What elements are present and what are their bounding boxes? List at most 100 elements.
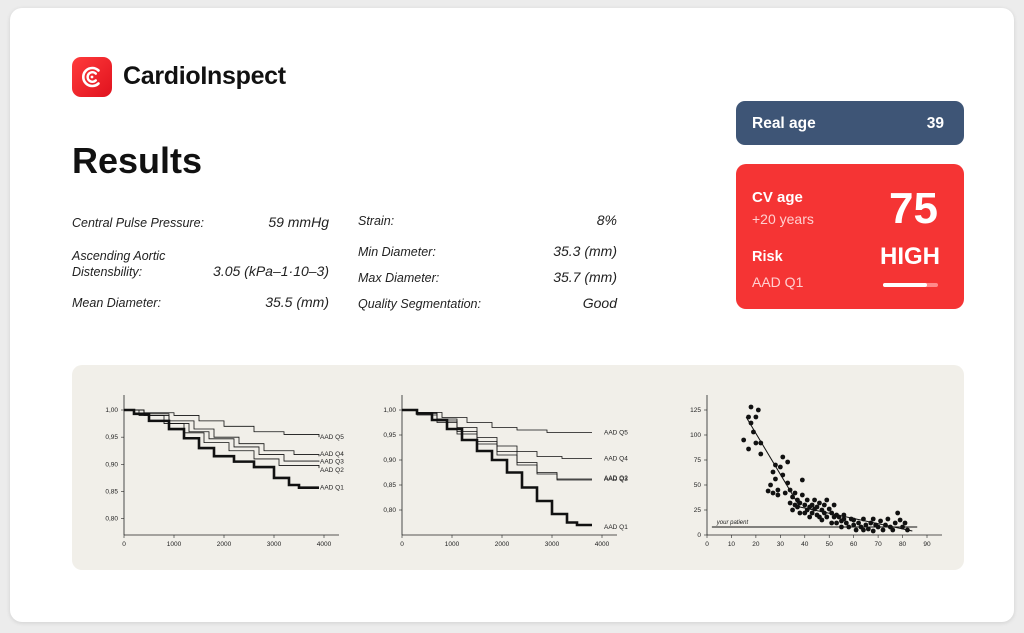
chart-1-series-label: AAD Q3 <box>320 459 344 466</box>
metric-value-min-diameter: 35.3 (mm) <box>553 243 617 259</box>
chart-3-point <box>799 477 805 483</box>
chart-1-x-tick-label: 2000 <box>217 541 232 548</box>
chart-3-point <box>753 414 759 420</box>
logo-glyph-icon <box>82 66 100 88</box>
chart-3-point <box>819 517 825 523</box>
risk-label: Risk <box>752 249 783 265</box>
chart-3-point <box>758 451 764 457</box>
chart-3-point <box>831 502 837 508</box>
chart-1-series-aad-q1 <box>124 408 319 490</box>
chart-3-x-tick-label: 0 <box>705 541 709 548</box>
chart-3-point <box>861 527 866 533</box>
chart-3-point <box>905 527 910 533</box>
chart-2-x-tick-label: 2000 <box>495 541 510 548</box>
metric-label-min-diameter: Min Diameter: <box>358 245 436 259</box>
chart-2-series-label: AAD Q5 <box>604 430 628 437</box>
chart-1-series-label: AAD Q1 <box>320 485 344 492</box>
risk-level-bar <box>883 283 938 287</box>
chart-3-point <box>792 490 798 496</box>
chart-3-point <box>834 520 839 526</box>
metric-label-central-pulse-pressure: Central Pulse Pressure: <box>72 216 205 230</box>
real-age-value: 39 <box>926 115 944 132</box>
chart-3-point <box>775 487 781 493</box>
chart-1-x-tick-label: 0 <box>122 541 126 548</box>
chart-3-point <box>741 437 747 443</box>
chart-3-point <box>843 520 849 526</box>
chart-3-point <box>777 464 783 470</box>
charts-panel: 1,00 0,95 0,90 0,85 0,80 0 1000 2000 3000 4000 AAD… <box>72 365 964 570</box>
chart-2-series-aad-q1 <box>402 408 592 527</box>
chart-3-point <box>836 514 842 520</box>
chart-3-x-tick-label: 80 <box>899 541 907 548</box>
metric-value-strain: 8% <box>596 212 617 228</box>
chart-1-y-tick-label: 1,00 <box>105 407 118 414</box>
chart-3-point <box>868 520 874 526</box>
cv-age-risk-card: CV age +20 years 75 Risk AAD Q1 HIGH <box>736 164 964 309</box>
risk-value: HIGH <box>880 243 940 270</box>
chart-2-y-tick-label: 0,80 <box>383 507 396 514</box>
risk-level-fill <box>883 283 927 287</box>
chart-3-point <box>829 520 835 526</box>
chart-3-point <box>861 516 866 522</box>
chart-3-y-tick-label: 0 <box>697 532 701 539</box>
chart-3-point <box>839 524 844 530</box>
chart-3-point <box>797 510 803 516</box>
real-age-card: Real age 39 <box>736 101 964 145</box>
chart-3-point <box>812 497 817 503</box>
chart-3-point <box>821 502 827 508</box>
chart-3-point <box>795 504 800 510</box>
chart-2-series-aad-q3 <box>402 409 592 480</box>
chart-3-point <box>785 459 791 465</box>
chart-3-point <box>802 502 808 508</box>
chart-3-y-tick-label: 100 <box>690 432 701 439</box>
chart-3-x-tick-label: 70 <box>874 541 882 548</box>
chart-2-x-tick-label: 4000 <box>595 541 610 548</box>
chart-3-point <box>773 476 778 482</box>
chart-3-point <box>817 500 822 506</box>
chart-3-point <box>748 404 754 410</box>
chart-2-y-tick-label: 1,00 <box>383 407 396 414</box>
metric-label-quality-segmentation: Quality Segmentation: <box>358 297 481 311</box>
chart-3-point <box>797 500 803 506</box>
chart-3-point <box>829 510 835 516</box>
chart-3-x-tick-label: 10 <box>728 541 736 548</box>
chart-2-x-tick-label: 1000 <box>445 541 460 548</box>
chart-3-point <box>846 524 852 530</box>
chart-3-x-tick-label: 60 <box>850 541 858 548</box>
chart-3-y-tick-label: 25 <box>694 507 702 514</box>
chart-3-point <box>751 429 756 435</box>
chart-1-x-tick-label: 1000 <box>167 541 182 548</box>
chart-3-point <box>765 488 771 494</box>
chart-3-point <box>880 527 886 533</box>
chart-3-point <box>807 514 813 520</box>
chart-3-x-tick-label: 50 <box>826 541 834 548</box>
chart-3-point <box>885 516 891 522</box>
chart-3-trend-line <box>745 416 913 532</box>
metric-value-max-diameter: 35.7 (mm) <box>553 269 617 285</box>
chart-3-point <box>746 414 751 420</box>
chart-3-point <box>870 516 876 522</box>
chart-3-point <box>799 492 805 498</box>
chart-2-series-aad-q2 <box>402 409 592 481</box>
chart-3-point <box>748 420 754 426</box>
chart-3-y-tick-label: 125 <box>690 407 701 414</box>
chart-3-point <box>851 522 857 528</box>
page-title: Results <box>72 140 203 181</box>
chart-3-point <box>804 497 810 503</box>
chart-1-y-tick-label: 0,90 <box>105 461 118 468</box>
chart-3-point <box>787 487 793 493</box>
chart-3-point <box>900 524 905 530</box>
chart-3-point <box>782 490 788 496</box>
chart-3-point <box>892 520 898 526</box>
chart-3-point <box>890 527 896 533</box>
chart-1-series-label: AAD Q5 <box>320 434 344 441</box>
chart-3-point <box>787 500 793 506</box>
chart-3-point <box>841 512 847 518</box>
cv-age-value: 75 <box>889 184 938 233</box>
chart-3-point <box>895 510 901 516</box>
chart-3-point <box>851 517 857 523</box>
chart-3-point <box>826 506 832 512</box>
chart-3-y-tick-label: 75 <box>694 457 702 464</box>
chart-2-series-label: AAD Q4 <box>604 456 628 463</box>
metric-label-aortic-distensibility: Ascending Aortic Distensbility: <box>72 249 166 279</box>
